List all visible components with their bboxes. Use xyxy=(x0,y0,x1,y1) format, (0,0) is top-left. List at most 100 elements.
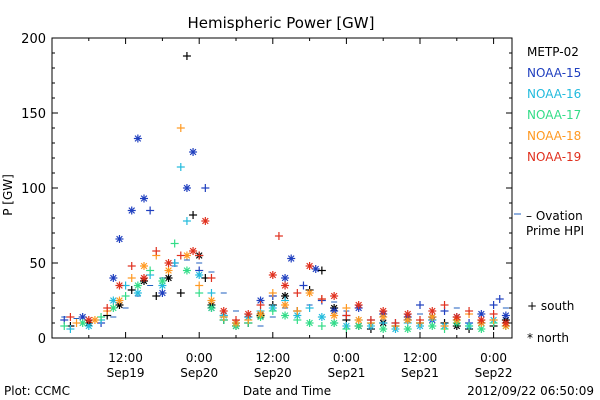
data-point-noaa-17 xyxy=(354,322,363,330)
plot-credit: Plot: CCMC xyxy=(4,384,70,398)
data-point-noaa-19 xyxy=(391,319,400,327)
data-point-noaa-19 xyxy=(207,274,216,282)
data-point-noaa-15 xyxy=(158,289,167,297)
x-tick-label-time: 0:00 xyxy=(186,351,213,365)
data-point-noaa-17 xyxy=(281,311,290,320)
data-point-metp-02 xyxy=(176,289,185,297)
data-point-metp-02 xyxy=(317,266,326,275)
data-point-noaa-18 xyxy=(207,296,216,305)
legend-item-metp-02: METP-02 xyxy=(527,45,579,59)
data-point-noaa-19 xyxy=(330,292,339,300)
data-point-noaa-18 xyxy=(127,274,136,282)
ovation-label-line1: – Ovation xyxy=(526,209,583,223)
data-point-noaa-15 xyxy=(489,301,498,309)
x-axis-label: Date and Time xyxy=(243,384,331,398)
data-point-noaa-18 xyxy=(164,266,173,275)
data-point-noaa-17 xyxy=(428,322,437,330)
data-point-noaa-17 xyxy=(195,289,204,297)
data-point-noaa-18 xyxy=(428,313,437,321)
data-point-noaa-15 xyxy=(140,194,148,203)
y-tick-label: 50 xyxy=(29,257,46,272)
data-point-noaa-19 xyxy=(66,313,75,321)
data-point-noaa-18 xyxy=(72,319,81,327)
data-point-noaa-17 xyxy=(293,316,302,324)
data-point-noaa-17 xyxy=(342,325,351,333)
legend: METP-02 NOAA-15 NOAA-16 NOAA-17 NOAA-18 NOAA-… xyxy=(527,45,581,164)
data-point-noaa-17 xyxy=(146,266,155,275)
data-point-noaa-15 xyxy=(281,274,290,282)
data-point-noaa-18 xyxy=(268,289,277,297)
data-point-noaa-17 xyxy=(317,322,326,330)
data-point-noaa-16 xyxy=(84,322,93,330)
data-point-noaa-17 xyxy=(465,322,474,330)
data-point-noaa-19 xyxy=(379,307,388,315)
data-point-noaa-15 xyxy=(201,184,210,192)
data-point-noaa-15 xyxy=(416,301,424,309)
data-point-noaa-19 xyxy=(103,304,112,312)
data-point-noaa-15 xyxy=(115,235,124,243)
data-point-noaa-19 xyxy=(219,307,228,315)
data-point-noaa-16 xyxy=(109,296,118,305)
data-point-noaa-17 xyxy=(207,304,216,312)
data-point-noaa-19 xyxy=(489,310,498,318)
data-point-noaa-15 xyxy=(299,281,308,290)
data-point-noaa-17 xyxy=(477,325,486,333)
legend-item-noaa-19: NOAA-19 xyxy=(527,150,581,164)
data-point-noaa-17 xyxy=(182,266,191,275)
data-point-noaa-18 xyxy=(281,301,290,309)
x-tick-label-date: Sep22 xyxy=(475,366,513,380)
data-point-noaa-19 xyxy=(501,319,510,327)
data-point-noaa-19 xyxy=(152,247,161,255)
data-point-noaa-16 xyxy=(176,163,185,171)
data-point-noaa-18 xyxy=(293,307,302,315)
data-point-noaa-19 xyxy=(317,295,326,303)
satellite-data-points xyxy=(60,52,510,333)
x-tick-label-date: Sep21 xyxy=(327,366,365,380)
data-point-noaa-15 xyxy=(127,206,136,215)
data-point-noaa-16 xyxy=(317,313,326,321)
chart-title: Hemispheric Power [GW] xyxy=(188,14,375,32)
data-point-noaa-19 xyxy=(416,316,424,324)
data-point-noaa-17 xyxy=(330,319,339,327)
data-point-noaa-18 xyxy=(115,296,124,305)
data-point-noaa-18 xyxy=(342,304,351,312)
data-point-metp-02 xyxy=(189,211,198,219)
legend-item-noaa-16: NOAA-16 xyxy=(527,87,581,101)
data-point-noaa-19 xyxy=(274,232,283,240)
data-point-noaa-15 xyxy=(495,295,504,303)
legend-item-noaa-15: NOAA-15 xyxy=(527,66,581,80)
data-point-noaa-17 xyxy=(97,313,106,321)
plot-frame xyxy=(51,37,513,339)
ovation-label-line2: Prime HPI xyxy=(526,224,584,238)
y-axis-label: P [GW] xyxy=(1,174,15,216)
data-point-noaa-19 xyxy=(366,316,375,324)
x-axis: 12:00Sep190:00Sep2012:00Sep200:00Sep2112… xyxy=(88,38,513,380)
data-point-noaa-19 xyxy=(293,289,302,297)
legend-item-noaa-17: NOAA-17 xyxy=(527,108,581,122)
data-point-noaa-18 xyxy=(182,251,191,260)
data-point-noaa-16 xyxy=(207,289,216,297)
data-point-noaa-17 xyxy=(121,292,130,300)
data-point-noaa-15 xyxy=(311,265,320,273)
data-point-noaa-17 xyxy=(60,322,69,330)
data-point-noaa-19 xyxy=(84,316,93,324)
data-point-noaa-19 xyxy=(115,281,124,290)
y-tick-label: 0 xyxy=(38,332,46,347)
data-point-noaa-15 xyxy=(287,254,296,263)
data-point-noaa-17 xyxy=(268,307,277,315)
y-axis: 0 50 100 150 200 xyxy=(21,32,512,347)
x-tick-label-time: 0:00 xyxy=(333,351,360,365)
data-point-noaa-17 xyxy=(305,319,314,327)
data-point-noaa-18 xyxy=(195,281,204,290)
data-point-noaa-18 xyxy=(440,322,449,330)
data-point-noaa-19 xyxy=(127,262,136,270)
x-tick-label-date: Sep21 xyxy=(401,366,439,380)
data-point-noaa-19 xyxy=(305,262,314,270)
data-point-metp-02 xyxy=(127,286,136,294)
data-point-noaa-16 xyxy=(182,217,191,225)
data-point-noaa-17 xyxy=(170,239,179,248)
data-point-noaa-19 xyxy=(195,251,204,260)
plot-timestamp: 2012/09/22 06:50:09 xyxy=(467,384,594,398)
data-point-noaa-17 xyxy=(133,281,142,290)
